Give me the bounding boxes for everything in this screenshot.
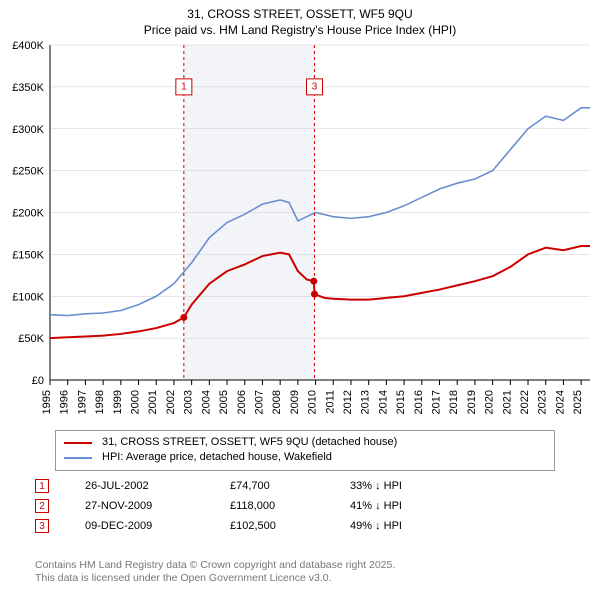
sale-price: £102,500	[230, 516, 350, 536]
svg-text:1998: 1998	[94, 390, 106, 414]
svg-text:2011: 2011	[324, 390, 336, 414]
svg-text:£100K: £100K	[12, 291, 44, 303]
sale-date: 26-JUL-2002	[85, 476, 230, 496]
svg-text:2008: 2008	[271, 390, 283, 414]
svg-text:2000: 2000	[130, 390, 142, 414]
svg-text:£50K: £50K	[18, 333, 44, 345]
sale-diff: 49% ↓ HPI	[350, 516, 490, 536]
sale-diff: 33% ↓ HPI	[350, 476, 490, 496]
svg-text:2025: 2025	[572, 390, 584, 414]
svg-text:2009: 2009	[289, 390, 301, 414]
svg-text:£200K: £200K	[12, 208, 44, 220]
sale-date: 27-NOV-2009	[85, 496, 230, 516]
svg-text:2003: 2003	[183, 390, 195, 414]
svg-text:2024: 2024	[554, 390, 566, 414]
footer: Contains HM Land Registry data © Crown c…	[35, 559, 395, 586]
svg-text:2002: 2002	[165, 390, 177, 414]
sale-marker-icon: 2	[35, 499, 49, 513]
svg-text:2004: 2004	[200, 390, 212, 414]
svg-text:2017: 2017	[431, 390, 443, 414]
svg-text:2021: 2021	[501, 390, 513, 414]
svg-text:2014: 2014	[377, 390, 389, 414]
svg-text:£250K: £250K	[12, 166, 44, 178]
svg-text:1997: 1997	[76, 390, 88, 414]
sale-price: £118,000	[230, 496, 350, 516]
footer-line2: This data is licensed under the Open Gov…	[35, 572, 395, 586]
svg-text:£350K: £350K	[12, 82, 44, 94]
svg-text:3: 3	[312, 81, 318, 92]
legend-label-red: 31, CROSS STREET, OSSETT, WF5 9QU (detac…	[102, 435, 397, 450]
svg-text:2001: 2001	[147, 390, 159, 414]
svg-text:£400K: £400K	[12, 40, 44, 52]
svg-text:£150K: £150K	[12, 249, 44, 261]
legend-swatch-blue	[64, 457, 92, 459]
table-row: 3 09-DEC-2009£102,50049% ↓ HPI	[35, 516, 490, 536]
sale-diff: 41% ↓ HPI	[350, 496, 490, 516]
table-row: 1 26-JUL-2002£74,70033% ↓ HPI	[35, 476, 490, 496]
table-row: 2 27-NOV-2009£118,00041% ↓ HPI	[35, 496, 490, 516]
svg-text:£300K: £300K	[12, 124, 44, 136]
legend-row-red: 31, CROSS STREET, OSSETT, WF5 9QU (detac…	[64, 435, 546, 450]
svg-text:2006: 2006	[236, 390, 248, 414]
svg-text:2020: 2020	[484, 390, 496, 414]
sale-marker-icon: 1	[35, 479, 49, 493]
svg-text:2005: 2005	[218, 390, 230, 414]
svg-text:2016: 2016	[413, 390, 425, 414]
svg-text:2010: 2010	[307, 390, 319, 414]
sale-marker-icon: 3	[35, 519, 49, 533]
svg-text:2012: 2012	[342, 390, 354, 414]
svg-text:2023: 2023	[537, 390, 549, 414]
title-line1: 31, CROSS STREET, OSSETT, WF5 9QU	[0, 6, 600, 22]
svg-text:2022: 2022	[519, 390, 531, 414]
chart-area: £0 £50K £100K £150K £200K £250K £300K £350K £400…	[0, 40, 600, 440]
svg-text:1: 1	[181, 81, 187, 92]
svg-text:2018: 2018	[448, 390, 460, 414]
svg-text:£0: £0	[32, 375, 44, 387]
footer-line1: Contains HM Land Registry data © Crown c…	[35, 559, 395, 573]
legend: 31, CROSS STREET, OSSETT, WF5 9QU (detac…	[55, 430, 555, 471]
svg-text:1996: 1996	[59, 390, 71, 414]
sales-table: 1 26-JUL-2002£74,70033% ↓ HPI 2 27-NOV-2009…	[35, 476, 490, 536]
svg-text:2019: 2019	[466, 390, 478, 414]
legend-row-blue: HPI: Average price, detached house, Wake…	[64, 450, 546, 465]
svg-text:2007: 2007	[253, 390, 265, 414]
title-line2: Price paid vs. HM Land Registry's House …	[0, 22, 600, 38]
legend-swatch-red	[64, 442, 92, 444]
svg-text:1999: 1999	[112, 390, 124, 414]
sale-price: £74,700	[230, 476, 350, 496]
sale-date: 09-DEC-2009	[85, 516, 230, 536]
svg-text:1995: 1995	[41, 390, 53, 414]
legend-label-blue: HPI: Average price, detached house, Wake…	[102, 450, 332, 465]
svg-text:2015: 2015	[395, 390, 407, 414]
chart-title: 31, CROSS STREET, OSSETT, WF5 9QU Price …	[0, 0, 600, 38]
line-chart: £0 £50K £100K £150K £200K £250K £300K £350K £400…	[0, 40, 600, 440]
svg-text:2013: 2013	[360, 390, 372, 414]
